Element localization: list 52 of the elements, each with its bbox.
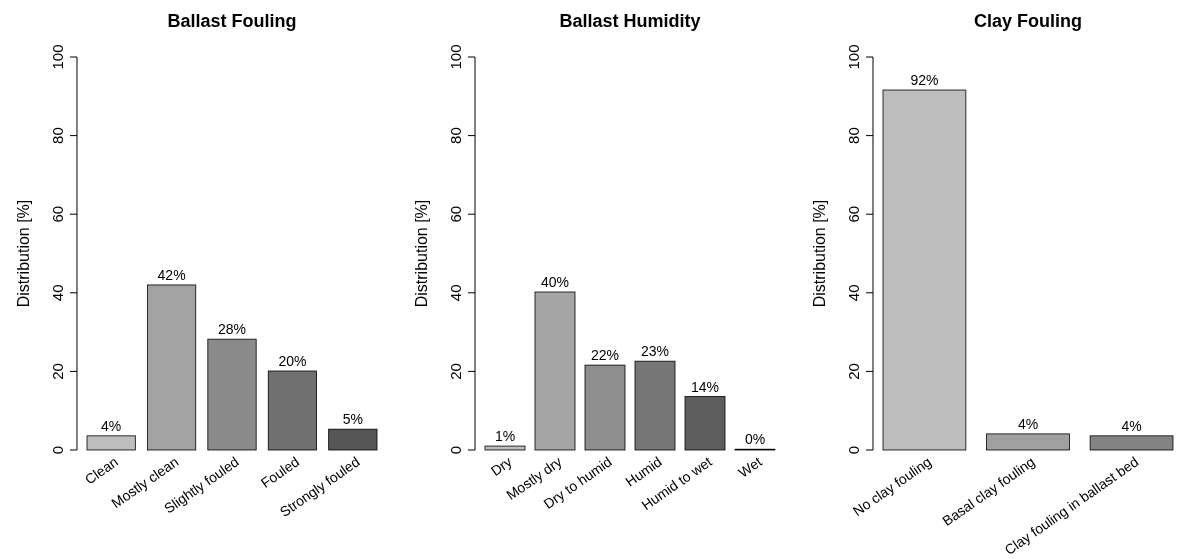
y-tick-label: 20 [447,363,464,380]
bar [986,433,1070,451]
y-tick-label: 100 [49,44,66,70]
y-tick-label: 0 [845,445,862,455]
chart-title: Clay Fouling [974,11,1082,31]
y-tick-label: 20 [49,363,66,380]
data-label: 0% [744,431,766,448]
bar [328,428,378,451]
data-label: 14% [690,378,720,395]
y-tick-label: 20 [845,363,862,380]
data-label: 5% [342,411,363,428]
bar [684,396,726,451]
data-label: 28% [217,321,247,338]
bar [267,370,317,451]
y-tick-label: 0 [447,445,464,455]
y-tick-label: 80 [49,127,66,144]
bar [147,284,197,451]
y-tick-label: 40 [447,284,464,302]
y-tick-label: 80 [845,127,862,144]
bar [534,291,576,451]
y-tick-label: 40 [845,284,862,302]
y-tick-label: 0 [49,445,66,455]
data-label: 22% [590,347,620,364]
y-tick-label: 60 [447,205,464,223]
y-axis-title: Distribution [%] [811,199,828,308]
y-tick-label: 100 [447,44,464,70]
bar [86,435,136,451]
data-label: 4% [1017,415,1039,432]
data-label: 40% [540,274,570,291]
bar [634,360,676,451]
y-tick-label: 80 [447,127,464,144]
data-label: 4% [1121,417,1142,434]
bar [584,364,626,451]
y-axis-title: Distribution [%] [15,199,32,308]
data-label: 42% [157,266,186,283]
data-label: 20% [278,353,307,370]
bar [207,338,257,451]
bar [484,445,526,451]
chart-title: Ballast Fouling [167,11,297,31]
bar [882,89,967,451]
data-label: 92% [910,72,939,89]
y-tick-label: 40 [49,284,66,302]
y-tick-label: 60 [845,205,862,223]
y-tick-label: 100 [845,44,862,70]
data-label: 1% [494,428,516,445]
x-tick-label: Wet [735,453,765,481]
y-tick-label: 60 [49,205,66,223]
y-axis-title: Distribution [%] [413,199,430,308]
data-label: 4% [101,417,122,434]
data-label: 23% [640,343,670,360]
bar [1089,435,1174,451]
chart-title: Ballast Humidity [559,11,701,31]
